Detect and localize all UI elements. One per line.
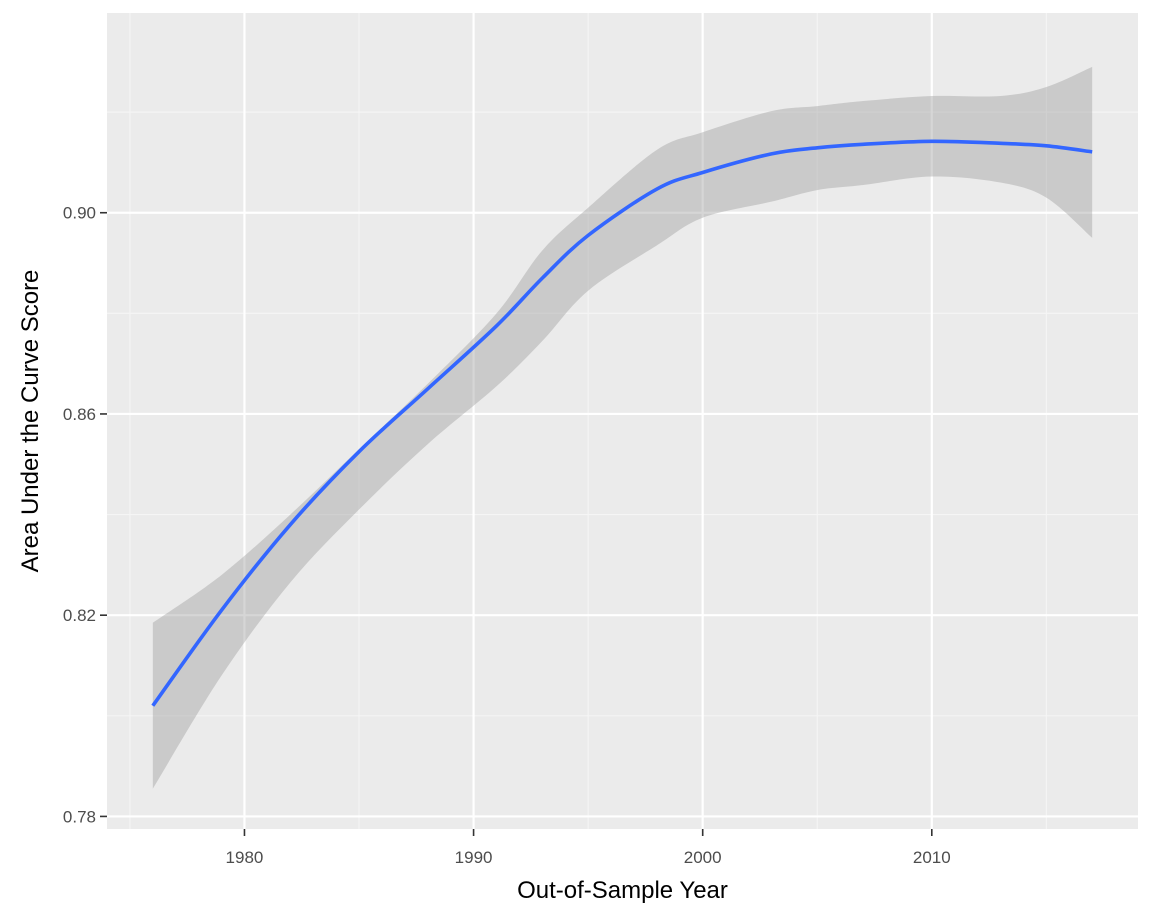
x-tick-label: 2010 (913, 848, 951, 867)
x-axis-title: Out-of-Sample Year (517, 877, 728, 904)
plot-panel (107, 13, 1138, 829)
y-tick-label: 0.82 (63, 606, 96, 625)
major-gridlines (107, 13, 1138, 829)
y-tick-label: 0.78 (63, 807, 96, 826)
y-axis-title: Area Under the Curve Score (17, 270, 44, 573)
y-tick-label: 0.90 (63, 204, 96, 223)
x-tick-label: 2000 (684, 848, 722, 867)
axes-layer: 1980 1990 2000 2010 0.78 0.82 0.86 0.90 (63, 204, 951, 867)
smooth-line-layer (151, 139, 1093, 707)
x-tick-label: 1990 (455, 848, 493, 867)
x-tick-label: 1980 (226, 848, 264, 867)
y-tick-label: 0.86 (63, 405, 96, 424)
smooth-trend-line (151, 139, 1093, 707)
